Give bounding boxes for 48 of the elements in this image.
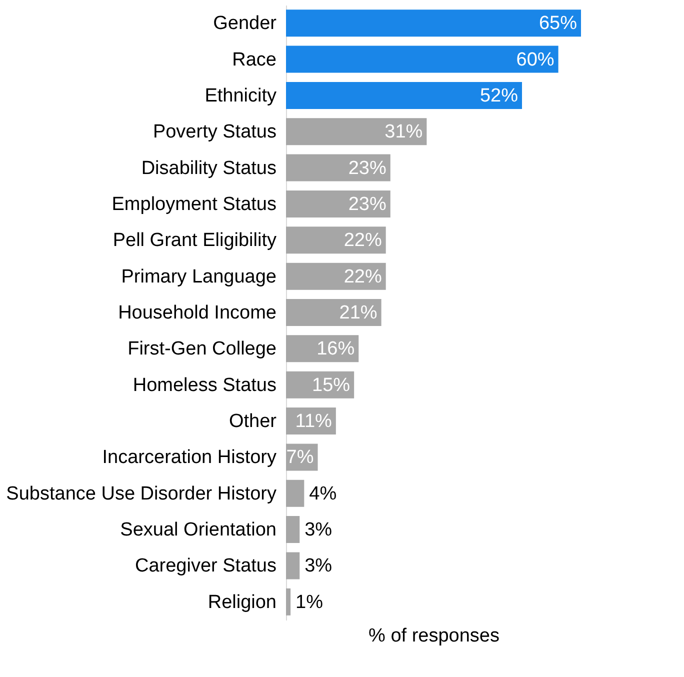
y-tick-label: Employment Status <box>112 194 276 215</box>
bar <box>286 82 522 109</box>
data-label: 7% <box>286 447 314 468</box>
data-label: 22% <box>344 266 382 288</box>
y-tick-label: Sexual Orientation <box>120 520 276 541</box>
data-label: 4% <box>309 483 337 504</box>
data-label: 1% <box>296 592 324 613</box>
data-label: 3% <box>304 520 332 541</box>
bar <box>286 588 291 616</box>
y-tick-label: Religion <box>208 592 276 613</box>
y-tick-label: Substance Use Disorder History <box>6 483 277 504</box>
y-tick-label: Other <box>228 411 278 432</box>
data-label: 52% <box>480 85 518 106</box>
bar <box>286 516 300 544</box>
y-tick-label: Incarceration History <box>102 447 277 468</box>
data-label: 23% <box>348 194 386 215</box>
data-label: 60% <box>516 49 554 70</box>
data-label: 65% <box>538 13 578 34</box>
bar <box>286 10 581 37</box>
x-axis-title: % of responses <box>368 626 500 646</box>
y-tick-label: Homeless Status <box>132 374 276 396</box>
bar <box>286 480 304 507</box>
y-tick-label: Poverty Status <box>152 122 276 143</box>
data-label: 21% <box>339 302 378 324</box>
data-label: 3% <box>304 556 332 577</box>
y-tick-label: Caregiver Status <box>134 556 276 577</box>
bar <box>286 46 558 73</box>
data-label: 16% <box>316 338 355 360</box>
y-tick-label: Ethnicity <box>204 85 277 106</box>
data-label: 22% <box>344 230 382 252</box>
y-tick-label: Pell Grant Eligibility <box>112 230 277 252</box>
bar <box>286 552 300 580</box>
bar <box>286 226 386 254</box>
data-label: 15% <box>312 374 350 396</box>
y-tick-label: First-Gen College <box>128 338 276 360</box>
data-label: 11% <box>295 411 332 432</box>
bar <box>286 118 427 146</box>
y-tick-label: Gender <box>213 13 278 34</box>
y-tick-label: Disability Status <box>141 158 276 179</box>
data-label: 31% <box>384 122 423 143</box>
y-tick-label: Household Income <box>118 302 276 324</box>
bar <box>286 299 382 326</box>
y-tick-label: Race <box>232 49 276 70</box>
bar <box>286 154 390 182</box>
data-label: 23% <box>348 158 386 179</box>
bar <box>286 190 390 218</box>
bar <box>286 262 386 290</box>
y-tick-label: Primary Language <box>121 266 276 288</box>
